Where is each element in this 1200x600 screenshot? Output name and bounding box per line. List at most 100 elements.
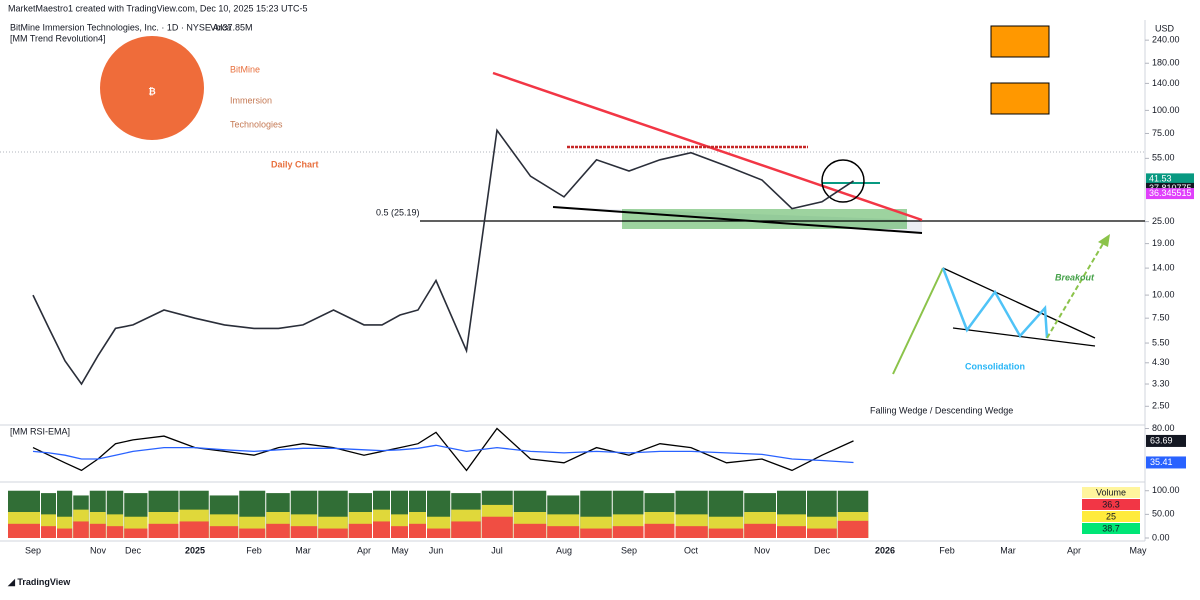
y-tick-label: 180.00 — [1152, 58, 1180, 68]
table-cell — [1082, 499, 1140, 510]
currency: USD — [1155, 23, 1175, 33]
volume-bar — [391, 526, 408, 538]
volume-bar — [708, 528, 744, 538]
price-label-box — [1146, 173, 1194, 185]
y-tick-label: 5.50 — [1152, 337, 1170, 347]
price-line — [32, 427, 854, 472]
fib-label: 0.5 (25.19) — [376, 207, 420, 217]
volume-bar — [837, 520, 869, 538]
logo-circle — [100, 36, 204, 140]
table-value: 36.3 — [1102, 499, 1120, 509]
x-tick-label: Jul — [491, 545, 503, 555]
last-value-label: 35.41 — [1150, 457, 1173, 467]
x-tick-label: May — [1129, 545, 1147, 555]
rsi-title: [MM RSI-EMA] — [10, 426, 70, 436]
last-value-box — [1146, 456, 1186, 469]
price-label: 37.810775 — [1149, 183, 1192, 193]
last-value-label: 63.69 — [1150, 435, 1173, 445]
price-line — [32, 444, 854, 464]
marker-box — [990, 82, 1050, 115]
consolidation-label: Consolidation — [965, 361, 1025, 371]
volume-bar — [318, 528, 348, 538]
price-line — [32, 128, 854, 386]
x-tick-label: Mar — [1000, 545, 1016, 555]
y-tick-label: 7.50 — [1152, 313, 1170, 323]
y-tick-label: 25.00 — [1152, 216, 1175, 226]
wedge-upper — [942, 267, 1096, 339]
volume-bar — [266, 523, 290, 538]
table-header — [1082, 487, 1140, 498]
volume-bar — [427, 528, 451, 538]
chart-title: Daily Chart — [271, 159, 319, 169]
x-tick-label: Dec — [814, 545, 831, 555]
volume-bar — [675, 526, 708, 538]
y-tick-label: 240.00 — [1152, 35, 1180, 45]
x-tick-label: Aug — [556, 545, 572, 555]
y-tick-label: 3.30 — [1152, 378, 1170, 388]
y-tick-label: 100.00 — [1152, 105, 1180, 115]
y-tick-label: 10.00 — [1152, 289, 1175, 299]
volume-bar — [580, 528, 612, 538]
pattern-label: Falling Wedge / Descending Wedge — [870, 405, 1013, 415]
footer-text: TradingView — [17, 577, 71, 587]
table-value: 25 — [1106, 511, 1116, 521]
logo-line: Technologies — [230, 119, 283, 129]
symbol: BitMine Immersion Technologies, Inc. · 1… — [10, 22, 231, 32]
highlight-circle — [821, 159, 865, 203]
volume-bar — [481, 516, 513, 538]
y-tick-label: 0.00 — [1152, 532, 1170, 542]
x-tick-label: Nov — [90, 545, 107, 555]
y-tick-label: 50.00 — [1152, 509, 1175, 519]
footer-brand[interactable]: ◢ TradingView — [7, 577, 71, 587]
volume-bar — [547, 526, 580, 538]
table-cell — [1082, 523, 1140, 534]
volume-bar — [89, 523, 106, 538]
y-tick-label: 14.00 — [1152, 262, 1175, 272]
consolidation-zigzag — [941, 267, 1049, 339]
last-value-box — [1146, 434, 1186, 447]
x-tick-label: Dec — [125, 545, 142, 555]
price-label: 36.345515 — [1149, 188, 1192, 198]
volume-bar — [209, 526, 239, 538]
x-tick-label: Mar — [295, 545, 311, 555]
y-tick-label: 19.00 — [1152, 238, 1175, 248]
volume-bar — [777, 526, 806, 538]
volume-bar — [73, 521, 89, 538]
credit: MarketMaestro1 created with TradingView.… — [8, 3, 307, 13]
volume-bar — [124, 528, 148, 538]
x-tick-label: Feb — [246, 545, 262, 555]
table-title: Volume — [1096, 487, 1126, 497]
x-tick-label: 2026 — [875, 545, 895, 555]
marker-box — [990, 25, 1050, 58]
volume-bar — [744, 523, 776, 538]
x-tick-label: Oct — [684, 545, 699, 555]
breakout-arrow — [1046, 241, 1105, 339]
logo-icon: ₿ — [148, 86, 155, 96]
x-tick-label: Apr — [357, 545, 371, 555]
y-tick-label: 4.30 — [1152, 357, 1170, 367]
y-tick-label: 55.00 — [1152, 153, 1175, 163]
volume-bar — [179, 521, 209, 538]
support-line — [552, 206, 923, 234]
footer-icon: ◢ — [7, 577, 17, 587]
volume-bar — [373, 521, 390, 538]
x-tick-label: 2025 — [185, 545, 205, 555]
table-cell — [1082, 511, 1140, 522]
volume-bar — [409, 523, 426, 538]
volume-bar — [148, 523, 179, 538]
volume-bar — [106, 526, 124, 538]
x-tick-label: Nov — [754, 545, 771, 555]
indicator: [MM Trend Revolution4] — [10, 33, 106, 43]
volume-info: Vol37.85M — [210, 22, 253, 32]
support-zone — [622, 209, 907, 229]
logo-line: Immersion — [230, 95, 272, 105]
volume-bar — [41, 526, 56, 538]
volume-bar — [513, 523, 547, 538]
logo-name: BitMine — [230, 64, 260, 74]
volume-bar — [290, 526, 318, 538]
y-tick-label: 140.00 — [1152, 78, 1180, 88]
breakout-label: Breakout — [1055, 272, 1095, 282]
pole-arrow — [892, 267, 944, 375]
x-tick-label: Feb — [939, 545, 955, 555]
